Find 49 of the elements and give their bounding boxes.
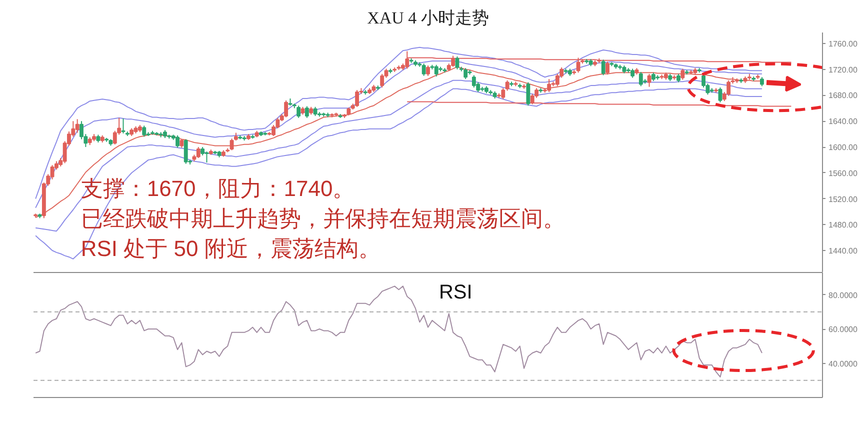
candlestick [184, 138, 188, 164]
candlestick [547, 78, 552, 93]
y-tick-label: 1680.00 [828, 91, 858, 100]
candlestick [718, 86, 722, 103]
annotation: 支撑：1670，阻力：1740。 [80, 176, 355, 201]
candlestick [601, 59, 606, 76]
candlestick [296, 105, 301, 118]
candlestick [313, 106, 318, 116]
candlestick [526, 82, 530, 106]
candlestick [630, 68, 635, 78]
candlestick [501, 88, 506, 100]
candlestick [455, 56, 460, 70]
y-tick-label: 1640.00 [828, 117, 858, 126]
candlestick [176, 134, 180, 148]
y-tick-label: 60.0000 [828, 325, 858, 334]
y-tick-label: 80.0000 [828, 290, 858, 300]
y-tick-label: 1720.00 [828, 65, 858, 74]
candlestick [464, 68, 468, 80]
candlestick [638, 71, 643, 87]
y-tick-label: 1600.00 [828, 143, 858, 152]
candlestick [284, 100, 288, 118]
annotation: RSI 处于 50 附近，震荡结构。 [80, 236, 380, 261]
candlestick [505, 80, 510, 92]
candlestick [230, 138, 234, 151]
candlestick [142, 125, 146, 138]
candlestick [434, 64, 438, 77]
candlestick [380, 73, 384, 88]
candlestick [121, 118, 126, 134]
candlestick [75, 118, 80, 134]
y-tick-label: 1520.00 [828, 194, 858, 204]
y-tick-label: 1760.00 [828, 39, 858, 48]
candlestick [422, 63, 426, 76]
y-tick-label: 1440.00 [828, 246, 858, 256]
candlestick [304, 106, 309, 118]
line-series [35, 88, 762, 260]
candlestick [647, 73, 652, 88]
candlestick [426, 64, 430, 76]
candlestick [355, 90, 359, 108]
candlestick [760, 76, 764, 87]
text: RSI [438, 282, 472, 304]
candlestick [204, 151, 209, 164]
chart-title: XAU 4 小时走势 [367, 8, 489, 28]
y-tick-label: 1480.00 [828, 220, 858, 230]
candlestick [196, 146, 200, 158]
line-series [35, 286, 762, 378]
y-tick-label: 1560.00 [828, 168, 858, 178]
annotation: 已经跌破中期上升趋势，并保持在短期震荡区间。 [80, 206, 565, 231]
candlestick [472, 74, 476, 88]
y-tick-label: 40.0000 [828, 359, 858, 368]
